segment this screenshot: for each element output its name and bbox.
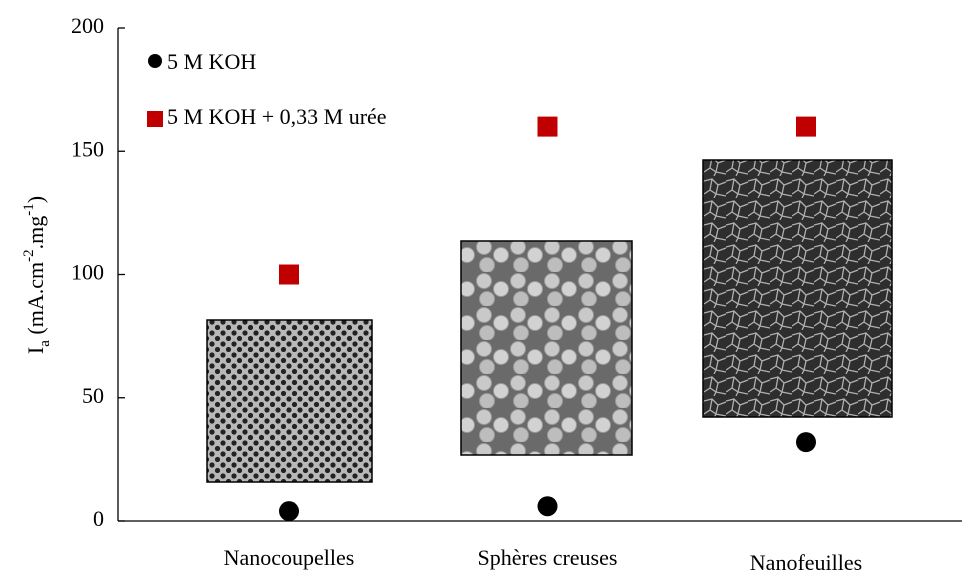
y-label-part: I (23, 347, 48, 354)
x-tick-label: Sphères creuses (478, 545, 618, 570)
marker (279, 501, 299, 522)
y-tick-label: 50 (82, 383, 104, 408)
marker (537, 116, 558, 137)
marker (796, 116, 816, 137)
y-label-part: .mg (23, 216, 48, 250)
y-label-part: a (37, 340, 53, 347)
legend-label: 5 M KOH (167, 49, 256, 74)
legend-marker (147, 111, 163, 127)
y-label-part: ) (23, 196, 48, 203)
inset-image (702, 159, 893, 418)
legend-label: 5 M KOH + 0,33 M urée (167, 104, 387, 129)
y-axis-label: Ia (mA.cm-2.mg-1) (21, 196, 53, 354)
marker (796, 432, 816, 453)
x-tick-label: Nanocoupelles (224, 545, 355, 570)
y-tick-label: 100 (71, 260, 104, 285)
marker (279, 264, 299, 285)
inset-image (206, 319, 373, 483)
y-label-part: -2 (21, 249, 37, 262)
y-tick-label: 200 (71, 13, 104, 38)
x-tick-label: Nanofeuilles (750, 550, 862, 575)
y-label-part: -1 (21, 203, 37, 216)
y-label-part: (mA.cm (23, 262, 48, 340)
legend-marker (148, 54, 162, 68)
y-tick-label: 0 (93, 506, 104, 531)
y-tick-label: 150 (71, 136, 104, 161)
inset-image (460, 240, 633, 456)
marker (537, 496, 558, 517)
